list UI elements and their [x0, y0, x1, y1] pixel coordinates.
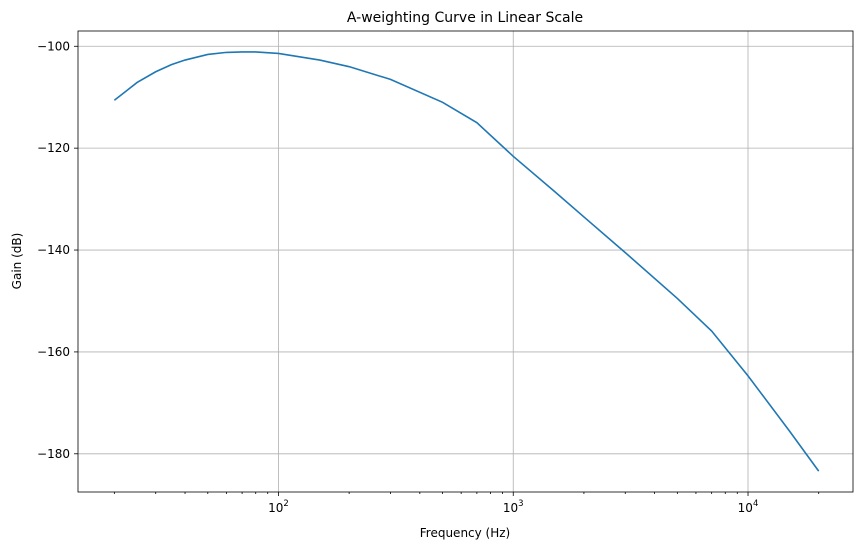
- chart-title: A-weighting Curve in Linear Scale: [347, 10, 583, 26]
- x-tick-label-2: 104: [738, 499, 759, 515]
- y-axis: −100 −120 −140 −160 −180: [37, 39, 78, 461]
- x-axis: 102 103 104: [113, 492, 820, 515]
- y-tick-label-4: −180: [37, 447, 70, 461]
- x-tick-label-0: 102: [268, 499, 289, 515]
- y-tick-label-1: −120: [37, 141, 70, 155]
- y-tick-label-2: −140: [37, 243, 70, 257]
- plot-frame: [77, 30, 854, 493]
- y-tick-label-3: −160: [37, 345, 70, 359]
- series-line: [113, 51, 820, 472]
- grid: [78, 31, 853, 492]
- y-tick-label-0: −100: [37, 39, 70, 53]
- x-tick-label-1: 103: [503, 499, 524, 515]
- x-axis-title: Frequency (Hz): [420, 526, 511, 540]
- y-axis-title: Gain (dB): [10, 233, 24, 290]
